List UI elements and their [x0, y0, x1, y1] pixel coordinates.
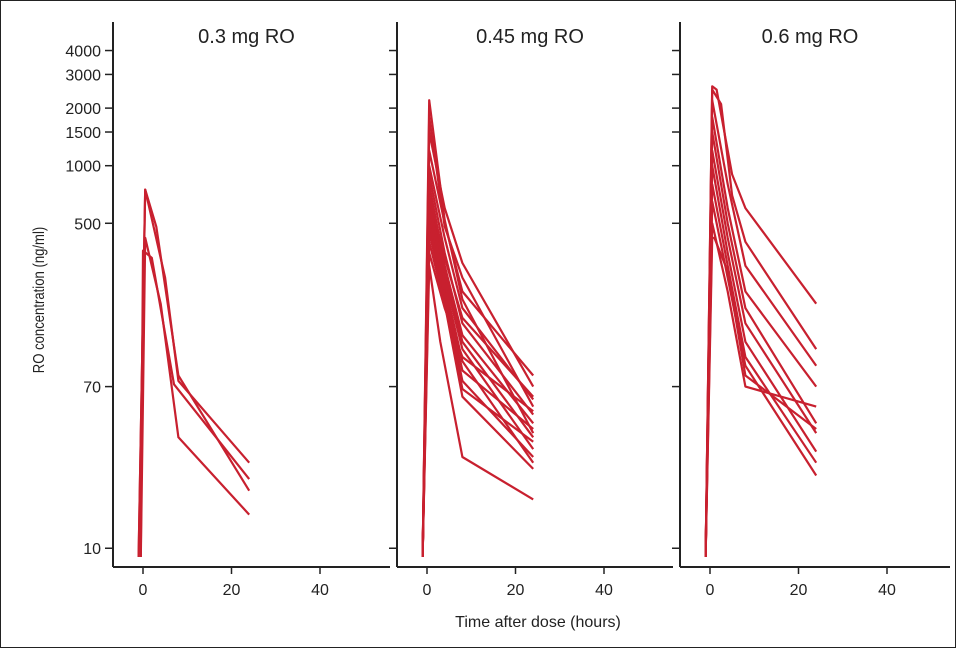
panel-0-x-tick-label: 20: [223, 582, 241, 599]
panel-2-x-tick-label: 20: [790, 582, 808, 599]
panel-2-series-line: [704, 183, 818, 558]
y-tick-label: 500: [74, 216, 101, 233]
panel-1-x-tick-label: 0: [423, 582, 432, 599]
panel-2-title: 0.6 mg RO: [762, 26, 859, 48]
x-axis-title: Time after dose (hours): [455, 614, 621, 631]
panel-2-series-line: [704, 115, 818, 558]
panel-2-x-tick-label: 0: [706, 582, 715, 599]
panel-2-series-line: [704, 164, 818, 558]
y-axis-title: RO concentration (ng/ml): [31, 227, 48, 374]
panel-2-series-line: [704, 130, 818, 558]
y-tick-label: 2000: [65, 101, 101, 118]
y-tick-label: 10: [83, 541, 101, 558]
panel-2-series-line: [704, 99, 818, 558]
panel-0-series-line: [139, 249, 251, 558]
panel-1-series-line: [421, 251, 534, 558]
panel-1-title: 0.45 mg RO: [476, 26, 584, 48]
panel-0-series-line: [137, 188, 251, 558]
panel-0-x-tick-label: 0: [139, 582, 148, 599]
panel-2-series-line: [704, 149, 818, 558]
y-tick-label: 70: [83, 380, 101, 397]
y-tick-label: 4000: [65, 44, 101, 61]
panel-1-x-tick-label: 20: [507, 582, 525, 599]
panel-0-title: 0.3 mg RO: [198, 26, 295, 48]
panel-1-x-tick-label: 40: [595, 582, 613, 599]
panel-1-series-line: [421, 194, 535, 558]
panel-2-x-tick-label: 40: [878, 582, 896, 599]
y-tick-label: 1500: [65, 125, 101, 142]
y-tick-label: 3000: [65, 67, 101, 84]
panel-0-x-tick-label: 40: [311, 582, 329, 599]
panel-0-series-line: [137, 188, 251, 558]
panel-2-series-line: [704, 222, 817, 558]
y-tick-label: 1000: [65, 159, 101, 176]
